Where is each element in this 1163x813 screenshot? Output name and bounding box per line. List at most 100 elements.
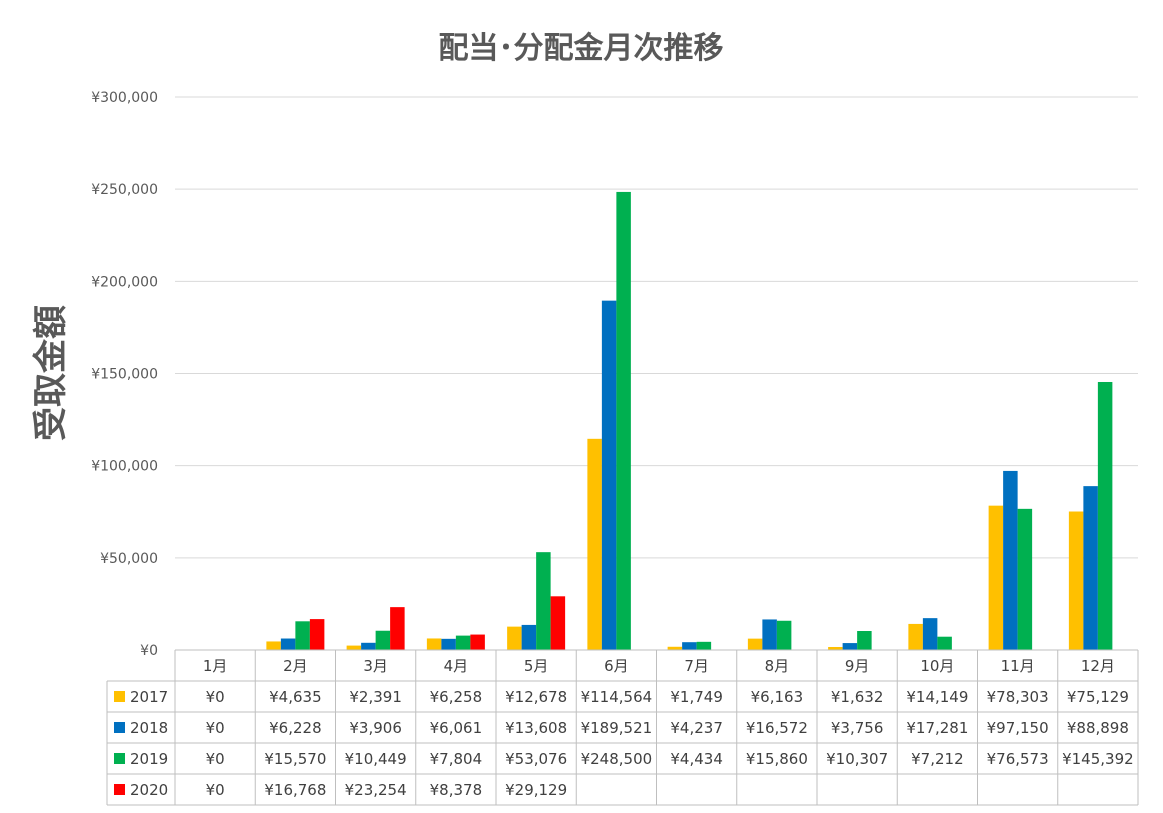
data-label: ¥97,150 bbox=[987, 719, 1049, 737]
data-label: ¥75,129 bbox=[1067, 688, 1129, 706]
bar-2019-2月 bbox=[295, 621, 310, 650]
x-tick-label: 5月 bbox=[524, 657, 549, 675]
data-label: ¥15,860 bbox=[746, 750, 808, 768]
bar-2017-8月 bbox=[747, 638, 763, 650]
bar-2017-2月 bbox=[266, 641, 281, 650]
data-label: ¥4,237 bbox=[670, 719, 723, 737]
bars bbox=[266, 191, 1113, 650]
y-tick-label: ¥300,000 bbox=[91, 90, 158, 106]
data-label: ¥10,449 bbox=[345, 750, 407, 768]
bar-2019-6月 bbox=[616, 191, 631, 650]
x-tick-label: 3月 bbox=[363, 657, 388, 675]
legend-label-2018: 2018 bbox=[130, 719, 168, 737]
data-label: ¥8,378 bbox=[430, 781, 483, 799]
y-tick-label: ¥0 bbox=[140, 643, 158, 659]
data-label: ¥3,906 bbox=[349, 719, 402, 737]
legend-label-2017: 2017 bbox=[130, 688, 168, 706]
x-tick-label: 11月 bbox=[1001, 657, 1035, 675]
data-label: ¥78,303 bbox=[987, 688, 1049, 706]
x-tick-label: 4月 bbox=[444, 657, 469, 675]
bar-2020-2月 bbox=[309, 619, 325, 650]
data-label: ¥4,434 bbox=[670, 750, 723, 768]
data-label: ¥0 bbox=[206, 750, 225, 768]
data-label: ¥17,281 bbox=[906, 719, 968, 737]
data-label: ¥2,391 bbox=[349, 688, 402, 706]
bar-2018-2月 bbox=[280, 638, 296, 650]
bar-2018-3月 bbox=[361, 642, 376, 650]
data-label: ¥145,392 bbox=[1062, 750, 1134, 768]
y-tick-label: ¥200,000 bbox=[91, 274, 158, 290]
data-label: ¥6,061 bbox=[430, 719, 483, 737]
bar-2019-9月 bbox=[857, 631, 872, 650]
bar-2019-12月 bbox=[1097, 381, 1113, 650]
y-tick-label: ¥250,000 bbox=[91, 182, 158, 198]
data-label: ¥10,307 bbox=[826, 750, 888, 768]
legend-swatch-2017 bbox=[114, 691, 125, 702]
data-label: ¥114,564 bbox=[581, 688, 653, 706]
data-label: ¥189,521 bbox=[581, 719, 653, 737]
bar-2017-7月 bbox=[667, 646, 683, 650]
data-label: ¥248,500 bbox=[581, 750, 653, 768]
gridlines bbox=[175, 96, 1138, 651]
bar-2018-6月 bbox=[601, 300, 617, 650]
data-label: ¥76,573 bbox=[987, 750, 1049, 768]
bar-2018-4月 bbox=[441, 638, 456, 650]
bar-2019-11月 bbox=[1017, 508, 1033, 650]
chart-title: 配当･分配金月次推移 bbox=[439, 31, 724, 66]
bar-2018-9月 bbox=[842, 643, 858, 650]
bar-2017-12月 bbox=[1068, 511, 1084, 650]
bar-2019-10月 bbox=[937, 636, 952, 650]
y-axis-label: 受取金額 bbox=[31, 305, 71, 441]
bar-2017-5月 bbox=[507, 626, 522, 650]
bar-2020-3月 bbox=[390, 607, 405, 650]
data-label: ¥1,749 bbox=[670, 688, 723, 706]
bar-2019-5月 bbox=[536, 552, 551, 650]
bar-2018-7月 bbox=[682, 642, 697, 650]
data-label: ¥6,228 bbox=[269, 719, 322, 737]
data-label: ¥6,258 bbox=[430, 688, 483, 706]
data-label: ¥6,163 bbox=[751, 688, 804, 706]
bar-2017-6月 bbox=[587, 438, 602, 650]
legend-label-2020: 2020 bbox=[130, 781, 168, 799]
y-tick-label: ¥150,000 bbox=[91, 367, 158, 383]
bar-2018-12月 bbox=[1083, 486, 1098, 650]
data-label: ¥1,632 bbox=[831, 688, 884, 706]
x-tick-label: 2月 bbox=[283, 657, 308, 675]
bar-2018-8月 bbox=[762, 619, 777, 650]
data-label: ¥12,678 bbox=[505, 688, 567, 706]
x-tick-label: 9月 bbox=[845, 657, 870, 675]
data-label: ¥13,608 bbox=[505, 719, 567, 737]
data-label: ¥29,129 bbox=[505, 781, 567, 799]
data-label: ¥0 bbox=[206, 781, 225, 799]
data-label: ¥53,076 bbox=[505, 750, 567, 768]
bar-2019-4月 bbox=[455, 635, 471, 650]
legend-label-2019: 2019 bbox=[130, 750, 168, 768]
data-label: ¥7,804 bbox=[430, 750, 483, 768]
bar-2017-4月 bbox=[426, 638, 442, 650]
x-tick-label: 6月 bbox=[604, 657, 629, 675]
y-tick-label: ¥100,000 bbox=[91, 459, 158, 475]
legend-swatch-2018 bbox=[114, 722, 125, 733]
data-label: ¥14,149 bbox=[906, 688, 968, 706]
y-tick-label: ¥50,000 bbox=[100, 551, 158, 567]
bar-2017-11月 bbox=[988, 505, 1004, 650]
bar-2018-5月 bbox=[521, 624, 537, 650]
data-label: ¥23,254 bbox=[345, 781, 407, 799]
x-tick-label: 7月 bbox=[684, 657, 709, 675]
data-table: 1月 2月 3月 4月 5月 6月 7月 8月 9月 10月 11月 12月 2017 ¥0 ¥4,635 ¥… bbox=[106, 649, 1139, 806]
data-label: ¥0 bbox=[206, 719, 225, 737]
data-label: ¥0 bbox=[206, 688, 225, 706]
bar-2018-11月 bbox=[1003, 470, 1018, 650]
data-label: ¥88,898 bbox=[1067, 719, 1129, 737]
data-label: ¥4,635 bbox=[269, 688, 322, 706]
bar-2019-7月 bbox=[696, 641, 712, 650]
bar-2019-8月 bbox=[776, 620, 792, 650]
x-tick-label: 8月 bbox=[765, 657, 790, 675]
legend-swatch-2019 bbox=[114, 753, 125, 764]
data-label: ¥3,756 bbox=[831, 719, 884, 737]
data-label: ¥16,768 bbox=[264, 781, 326, 799]
data-label: ¥7,212 bbox=[911, 750, 964, 768]
bar-2017-3月 bbox=[346, 645, 362, 650]
x-tick-label: 1月 bbox=[203, 657, 228, 675]
